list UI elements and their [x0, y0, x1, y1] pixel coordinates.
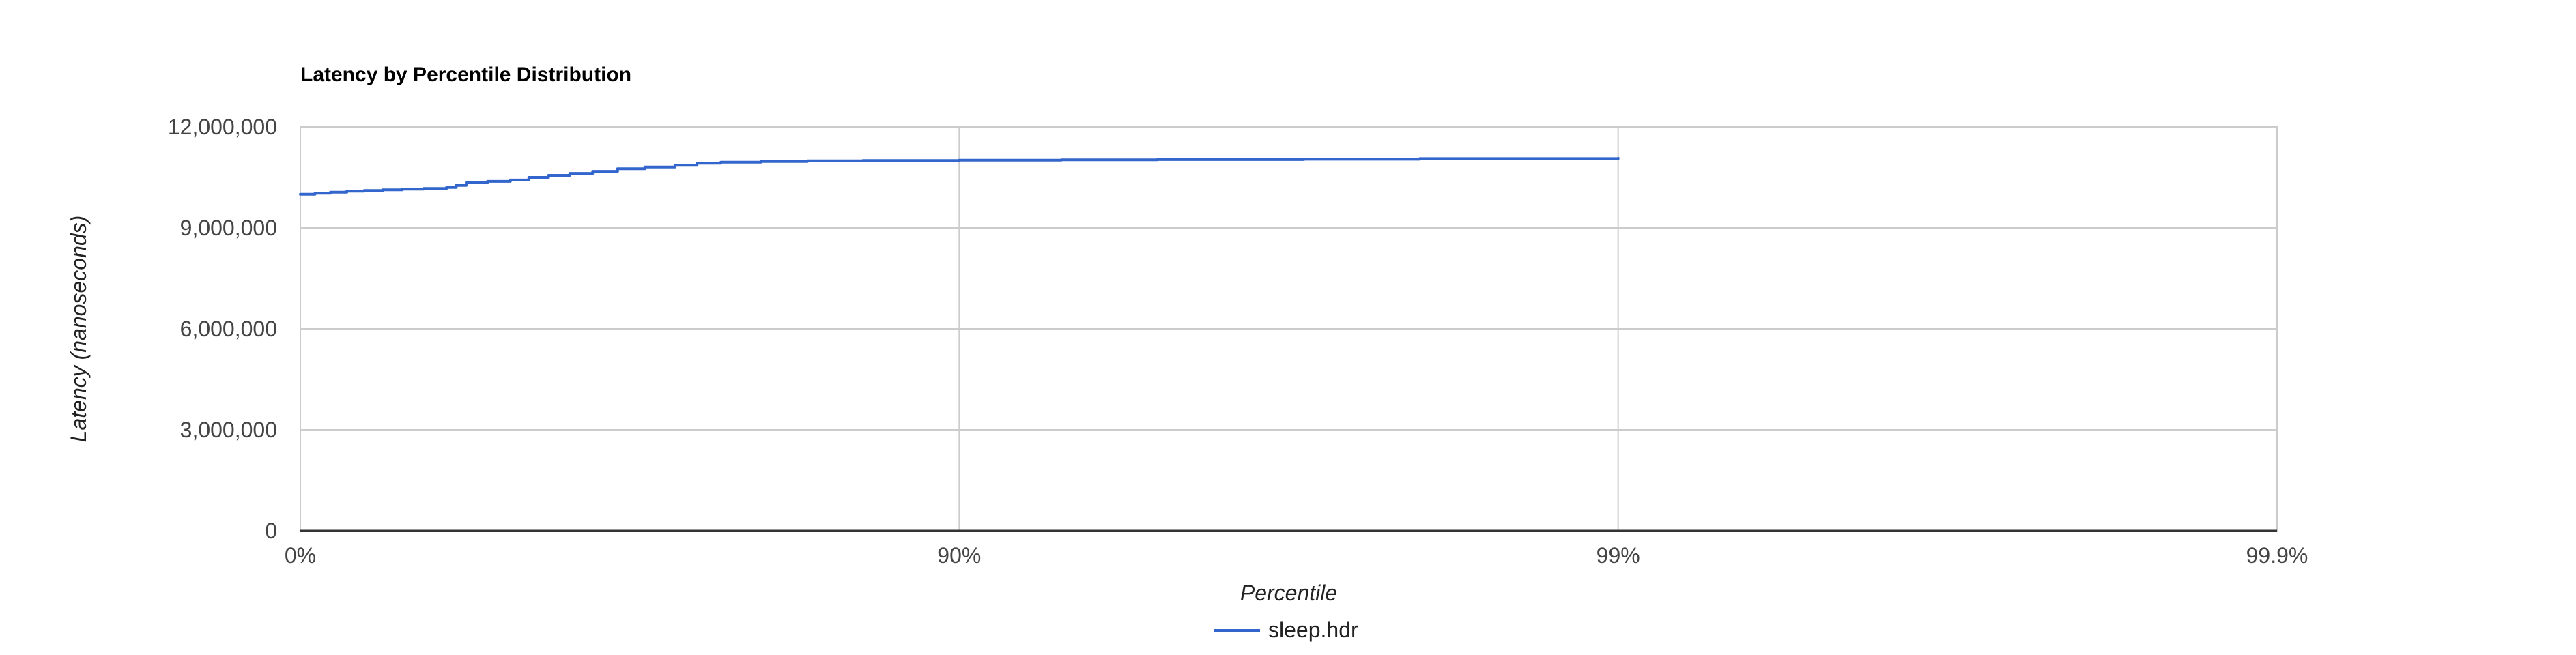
x-tick-label: 99.9%	[2246, 543, 2308, 568]
x-axis-title: Percentile	[1240, 581, 1337, 605]
legend: sleep.hdr	[1214, 617, 1358, 642]
legend-label: sleep.hdr	[1268, 617, 1358, 642]
y-tick-label: 3,000,000	[180, 418, 277, 442]
y-axis-title: Latency (nanoseconds)	[66, 216, 91, 443]
y-tick-label: 9,000,000	[180, 216, 277, 240]
y-tick-label: 0	[265, 519, 277, 543]
series-sleep.hdr	[299, 156, 1620, 196]
y-tick-label: 12,000,000	[168, 115, 277, 139]
chart-title: Latency by Percentile Distribution	[300, 63, 631, 86]
tick-labels: 0 3,000,000 6,000,000 9,000,000 12,000,000 0%…	[168, 115, 2308, 568]
x-tick-label: 90%	[937, 543, 981, 568]
series	[299, 156, 1620, 196]
x-tick-label: 99%	[1597, 543, 1640, 568]
grid-lines	[300, 127, 2277, 531]
x-tick-label: 0%	[285, 543, 316, 568]
series-line	[299, 156, 1620, 196]
y-tick-label: 6,000,000	[180, 317, 277, 341]
